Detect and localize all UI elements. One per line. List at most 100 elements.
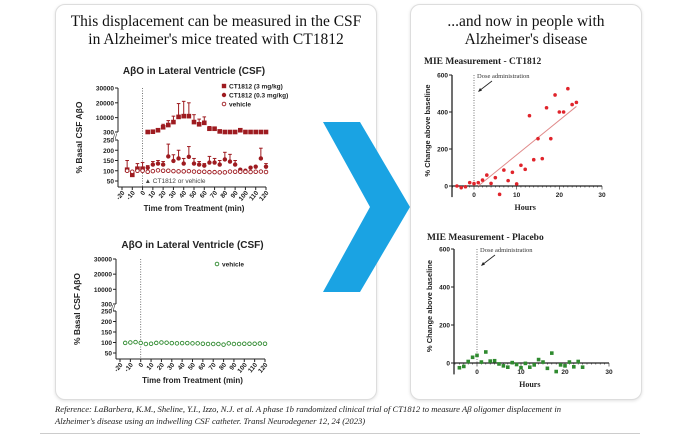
data-point [210, 341, 216, 347]
data-point [248, 165, 253, 170]
data-point [523, 361, 528, 366]
dosing-annotation: ▲ CT1812 or vehicle [145, 178, 206, 185]
data-point [186, 154, 192, 160]
data-point [191, 169, 197, 174]
data-point [558, 363, 563, 367]
data-point [506, 365, 510, 369]
data-point [531, 157, 536, 162]
right-panel: ...and now in people with Alzheimer's di… [410, 4, 642, 400]
data-point [171, 119, 176, 125]
x-tick-label: 100 [236, 362, 249, 375]
data-point [510, 170, 515, 175]
x-tick-label: 100 [238, 190, 251, 203]
x-tick-label: 20 [556, 192, 564, 199]
data-point [191, 161, 197, 166]
data-point [222, 170, 228, 175]
data-point [133, 339, 138, 345]
data-point [554, 369, 558, 374]
data-point [262, 341, 268, 347]
data-point [145, 165, 150, 170]
left-heading-line2: in Alzheimer's mice treated with CT1812 [88, 31, 344, 48]
data-point [150, 168, 156, 174]
x-tick-label: 10 [513, 192, 521, 199]
x-tick-label: 30 [598, 192, 606, 199]
data-point [253, 129, 259, 135]
y-axis-label: % Change above baseline [425, 260, 434, 352]
x-tick-label: 20 [158, 189, 168, 199]
data-point [217, 170, 222, 175]
data-point [252, 341, 257, 347]
x-tick-label: 0 [138, 361, 146, 369]
data-point [514, 362, 519, 367]
data-point [544, 105, 549, 110]
y-tick-label: 10000 [94, 287, 112, 294]
data-point [257, 341, 263, 346]
data-point [253, 169, 258, 175]
y-tick-label: 300 [101, 302, 112, 309]
dose-annotation: Dose administration [480, 247, 533, 254]
x-tick-label: 30 [168, 189, 178, 199]
dose-annotation: Dose administration [477, 73, 530, 80]
data-point [221, 342, 226, 347]
data-point [159, 340, 164, 345]
y-tick-label: 50 [107, 179, 115, 186]
data-point [243, 169, 248, 175]
data-point [467, 180, 472, 185]
data-point [128, 340, 133, 345]
x-tick-label: 110 [247, 362, 259, 375]
right-panel-heading: ...and now in people with Alzheimer's di… [411, 13, 641, 49]
data-point [185, 340, 190, 346]
data-point [138, 340, 143, 346]
y-tick-label: 200 [101, 319, 112, 326]
x-tick-label: 40 [178, 189, 188, 199]
x-tick-label: 80 [218, 361, 228, 371]
x-tick-label: 80 [219, 189, 229, 199]
right-heading-line2: Alzheimer's disease [464, 31, 588, 48]
data-point [455, 184, 459, 188]
y-tick-label: 200 [439, 323, 450, 330]
y-tick-label: 600 [437, 73, 448, 80]
data-point [550, 351, 554, 355]
data-point [248, 129, 253, 135]
data-point [179, 340, 185, 346]
data-point [475, 353, 479, 358]
data-point [212, 169, 217, 175]
y-tick-label: 600 [439, 247, 450, 254]
y-tick-label: 0 [446, 361, 450, 368]
data-point [258, 156, 264, 161]
y-tick-label: 30000 [96, 86, 114, 93]
data-point [243, 129, 248, 135]
data-point [148, 341, 154, 347]
data-point [248, 169, 253, 175]
data-point [566, 86, 570, 91]
data-point [232, 169, 238, 175]
x-tick-label: 90 [230, 189, 240, 199]
x-tick-label: 110 [248, 190, 260, 203]
data-point [527, 113, 532, 118]
data-point [237, 127, 243, 133]
data-point [196, 162, 202, 167]
data-point [217, 129, 223, 134]
chart-title: AβO in Lateral Ventricle (CSF) [123, 66, 265, 77]
data-point [553, 93, 557, 97]
x-axis-label: Time from Treatment (min) [142, 376, 243, 385]
data-point [242, 341, 247, 347]
data-point [462, 364, 466, 369]
data-point [532, 363, 536, 367]
legend-label: CT1812 (3 mg/kg) [229, 84, 283, 91]
x-tick-label: 20 [156, 361, 166, 371]
y-tick-label: 400 [439, 285, 450, 292]
y-axis-label: % Basal CSF AβO [72, 273, 82, 345]
data-point [572, 365, 576, 369]
data-point [484, 350, 488, 354]
data-point [258, 129, 264, 135]
data-point [488, 359, 492, 363]
data-point [510, 360, 514, 365]
x-tick-label: 50 [189, 189, 199, 199]
legend-marker [221, 92, 227, 98]
data-point [470, 355, 475, 360]
data-point [528, 365, 532, 369]
x-tick-label: 120 [257, 362, 270, 375]
data-point [227, 159, 233, 164]
data-point [497, 362, 501, 366]
